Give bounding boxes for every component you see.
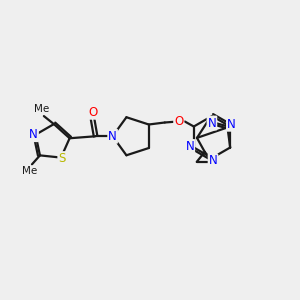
Text: S: S bbox=[58, 152, 66, 165]
Text: N: N bbox=[185, 140, 194, 153]
Text: N: N bbox=[208, 116, 216, 130]
Text: Me: Me bbox=[22, 167, 38, 176]
Text: N: N bbox=[208, 154, 217, 167]
Text: N: N bbox=[29, 128, 38, 141]
Text: Me: Me bbox=[34, 104, 50, 114]
Text: N: N bbox=[227, 118, 236, 131]
Text: O: O bbox=[174, 115, 183, 128]
Text: N: N bbox=[108, 130, 117, 143]
Text: O: O bbox=[88, 106, 97, 119]
